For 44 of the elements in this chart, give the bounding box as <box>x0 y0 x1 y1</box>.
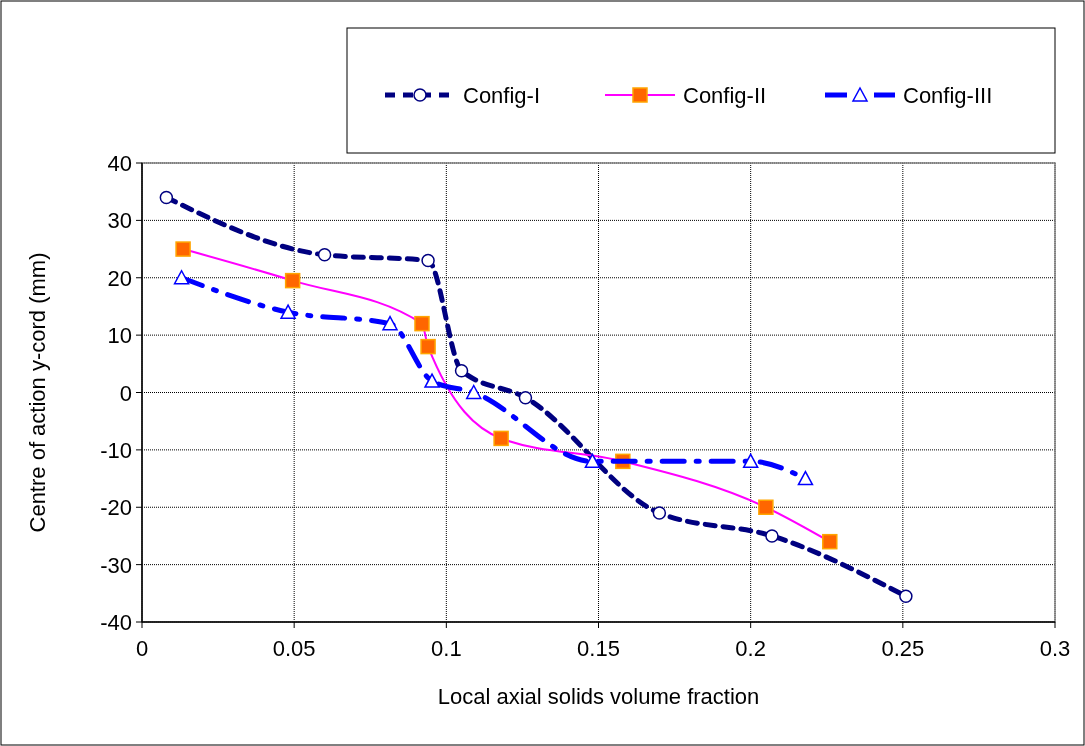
point <box>758 499 774 515</box>
point <box>822 533 838 550</box>
point <box>382 315 398 331</box>
y-tick-label: -10 <box>100 437 132 463</box>
point <box>424 373 440 388</box>
point <box>414 315 430 332</box>
point <box>175 241 191 257</box>
y-tick-label: -30 <box>100 552 132 578</box>
y-tick-label: -40 <box>100 610 132 635</box>
y-tick-label: 40 <box>107 151 132 176</box>
legend-label: Config-I <box>463 83 541 108</box>
point <box>584 453 601 469</box>
point <box>317 248 332 262</box>
point <box>280 304 296 319</box>
x-tick-label: 0 <box>135 636 149 661</box>
point <box>284 272 301 289</box>
x-tick-label: 0.1 <box>431 636 462 661</box>
x-axis-title: Local axial solids volume fraction <box>437 684 760 709</box>
y-tick-label: -20 <box>100 495 132 521</box>
x-tick-label: 0.2 <box>735 636 766 661</box>
point <box>454 363 469 378</box>
point <box>465 384 482 400</box>
x-tick-label: 0.15 <box>577 636 620 661</box>
point <box>493 430 509 447</box>
y-tick-label: 30 <box>107 208 132 234</box>
point <box>742 453 759 469</box>
point <box>420 338 436 355</box>
x-tick-label: 0.25 <box>881 636 925 661</box>
point <box>518 390 533 405</box>
point <box>765 529 779 543</box>
y-tick-label: 0 <box>119 380 132 406</box>
y-tick-label: 20 <box>107 265 132 291</box>
point <box>159 190 174 205</box>
x-tick-label: 0.3 <box>1039 636 1071 661</box>
y-tick-label: 10 <box>107 323 132 349</box>
point <box>899 589 913 603</box>
y-axis-title: Centre of action y-cord (mm) <box>25 252 50 533</box>
point <box>421 253 435 268</box>
point <box>173 270 190 285</box>
point <box>652 506 667 520</box>
legend-label: Config-III <box>903 83 993 108</box>
x-tick-label: 0.05 <box>272 636 316 661</box>
point <box>797 470 814 486</box>
legend-label: Config-II <box>683 83 767 108</box>
